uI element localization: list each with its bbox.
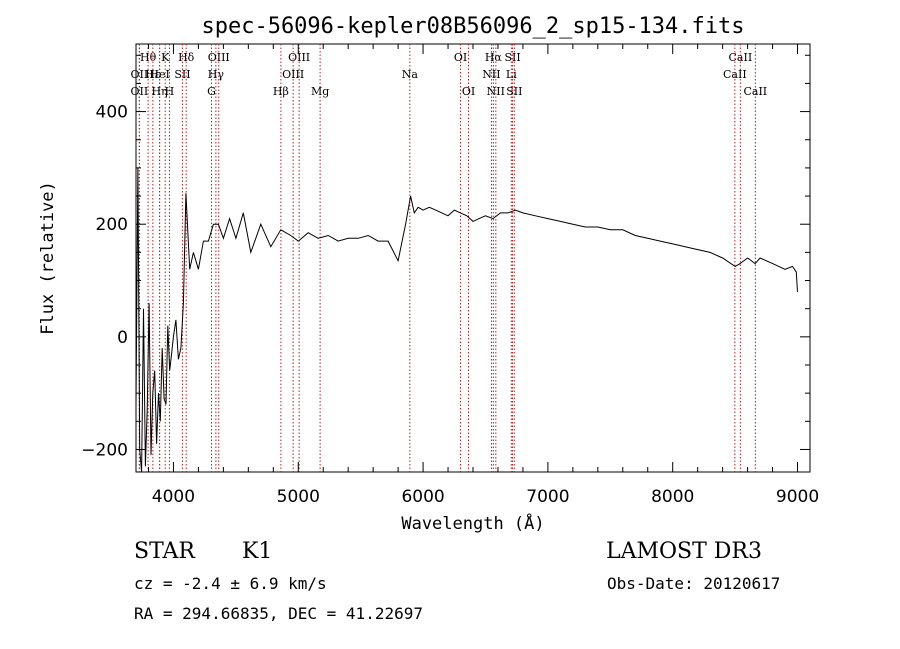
axes: 4000 5000 6000 7000 8000 9000 −200 0 200 400: [81, 44, 819, 507]
emission-line-markers: [138, 44, 756, 472]
line-label-21: NII: [482, 68, 500, 81]
y-tick-label-2: 200: [96, 215, 128, 235]
y-axis-label: Flux (relative): [38, 181, 58, 335]
plot-frame: [135, 43, 811, 473]
x-tick-label-2: 6000: [401, 487, 444, 507]
line-label-11: Hγ: [208, 68, 225, 81]
line-label-19: OI: [462, 85, 475, 98]
spectrum-line: [135, 167, 798, 473]
x-axis-label: Wavelength (Å): [401, 512, 544, 534]
line-label-12: G: [207, 85, 216, 98]
line-label-5: K: [161, 51, 170, 64]
line-label-25: SII: [506, 85, 522, 98]
line-label-22: NII: [487, 85, 505, 98]
line-label-14: OIII: [282, 68, 304, 81]
line-label-3: Hε: [145, 68, 161, 81]
x-tick-label-3: 7000: [526, 487, 569, 507]
line-label-8: Hδ: [178, 51, 195, 64]
object-subclass: K1: [242, 539, 273, 564]
line-label-20: Hα: [485, 51, 503, 64]
line-label-16: Mg: [311, 85, 329, 98]
survey-name: LAMOST DR3: [606, 539, 762, 564]
chart-title: spec-56096-kepler08B56096_2_sp15-134.fit…: [201, 14, 744, 39]
line-label-4: Hη: [151, 85, 167, 98]
line-label-27: CaII: [723, 68, 747, 81]
line-label-9: SII: [174, 68, 190, 81]
line-label-26: CaII: [729, 51, 753, 64]
obs-date: Obs-Date: 20120617: [607, 574, 781, 593]
redshift-cz: cz = -2.4 ± 6.9 km/s: [134, 574, 327, 593]
x-tick-label-4: 8000: [651, 487, 694, 507]
y-tick-label-1: 0: [117, 328, 128, 348]
line-label-28: CaII: [743, 85, 767, 98]
line-label-24: Li: [506, 68, 517, 81]
line-label-23: SII: [504, 51, 520, 64]
line-label-7: H: [165, 85, 175, 98]
y-tick-label-3: 400: [96, 103, 128, 123]
x-tick-label-5: 9000: [776, 487, 819, 507]
line-label-13: Hβ: [273, 85, 289, 98]
line-label-1: OII: [131, 68, 149, 81]
object-class: STAR: [134, 539, 195, 564]
line-label-17: Na: [402, 68, 419, 81]
line-label-2: OII: [131, 85, 149, 98]
line-label-10: OIII: [208, 51, 230, 64]
y-tick-label-0: −200: [81, 440, 128, 460]
line-label-18: OI: [454, 51, 467, 64]
x-tick-label-1: 5000: [277, 487, 320, 507]
line-label-6: HeI: [149, 68, 169, 81]
x-tick-label-0: 4000: [152, 487, 195, 507]
line-label-15: OIII: [288, 51, 310, 64]
coordinates: RA = 294.66835, DEC = 41.22697: [134, 604, 423, 623]
line-label-0: Hθ: [140, 51, 157, 64]
